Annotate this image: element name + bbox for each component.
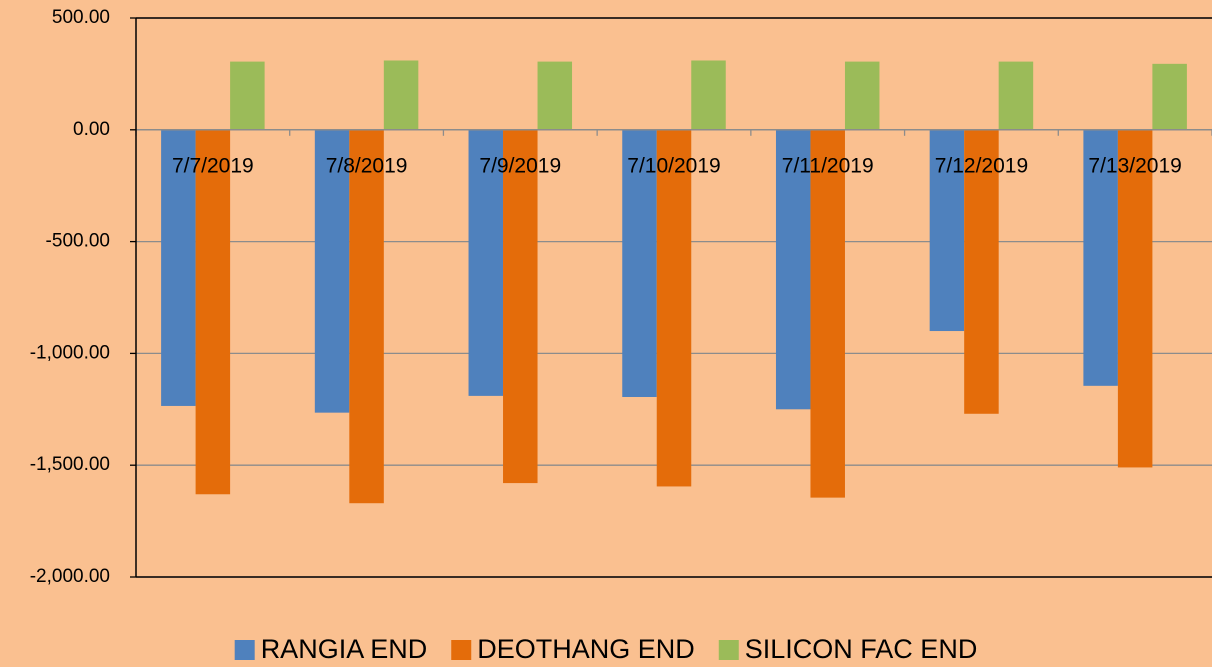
x-tick-label: 7/9/2019	[479, 154, 561, 177]
legend-swatch	[451, 640, 472, 660]
x-tick-label: 7/11/2019	[782, 154, 874, 177]
x-tick-label: 7/10/2019	[627, 154, 720, 177]
legend-swatch	[234, 640, 255, 660]
bar	[161, 129, 196, 406]
y-tick-label: 0.00	[73, 119, 110, 140]
bar	[622, 129, 657, 398]
bar	[998, 61, 1034, 130]
bar	[691, 60, 726, 130]
bar	[775, 129, 811, 410]
bar	[844, 61, 880, 130]
x-tick-label: 7/13/2019	[1088, 154, 1181, 177]
bar	[314, 129, 350, 413]
legend-label: SILICON FAC END	[745, 634, 978, 664]
bar	[810, 129, 845, 498]
y-tick-label: -1,500.00	[30, 454, 110, 475]
x-tick-label: 7/12/2019	[935, 154, 1028, 177]
bar	[1083, 129, 1118, 386]
x-tick-label: 7/8/2019	[326, 154, 408, 177]
bar	[383, 60, 419, 130]
bar	[349, 129, 384, 504]
legend-swatch	[718, 640, 739, 660]
x-tick-label: 7/7/2019	[172, 154, 254, 177]
legend-label: DEOTHANG END	[477, 634, 695, 664]
bar	[230, 61, 265, 130]
legend-label: RANGIA END	[261, 634, 428, 664]
bar	[537, 61, 573, 130]
bar	[1117, 129, 1153, 468]
y-tick-label: 500.00	[52, 7, 110, 28]
bar	[1152, 63, 1187, 130]
bar	[503, 129, 538, 484]
bar	[929, 129, 965, 332]
bar	[468, 129, 504, 396]
y-tick-label: -1,000.00	[30, 342, 110, 363]
bar	[195, 129, 231, 495]
bar	[964, 129, 999, 414]
bar	[656, 129, 692, 487]
y-tick-label: -500.00	[46, 231, 110, 252]
y-tick-label: -2,000.00	[30, 566, 110, 587]
